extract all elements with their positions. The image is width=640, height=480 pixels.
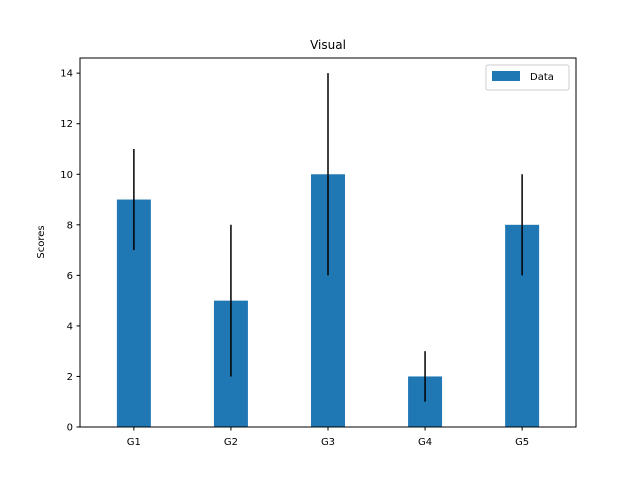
y-tick-label: 0: [67, 423, 73, 434]
y-axis: 0 2 4 6 8 10 12 14: [60, 69, 80, 434]
x-tick-label: G5: [515, 437, 529, 448]
x-tick-label: G1: [127, 437, 141, 448]
y-tick-label: 10: [60, 170, 73, 181]
x-tick-label: G4: [418, 437, 432, 448]
y-tick-label: 2: [67, 372, 73, 383]
y-axis-title: Scores: [36, 225, 47, 258]
chart-title: Visual: [310, 38, 346, 52]
y-tick-label: 4: [67, 321, 73, 332]
legend-label: Data: [530, 72, 554, 83]
y-tick-label: 8: [67, 220, 73, 231]
x-tick-label: G3: [321, 437, 335, 448]
bars-layer: [116, 174, 540, 427]
legend: Data: [485, 64, 570, 91]
y-tick-label: 14: [60, 69, 73, 80]
y-tick-label: 6: [67, 271, 73, 282]
x-axis: G1 G2 G3 G4 G5: [127, 427, 529, 448]
y-tick-label: 12: [60, 119, 73, 130]
x-tick-label: G2: [224, 437, 238, 448]
error-bars-layer: [133, 73, 523, 402]
legend-swatch: [492, 71, 520, 81]
